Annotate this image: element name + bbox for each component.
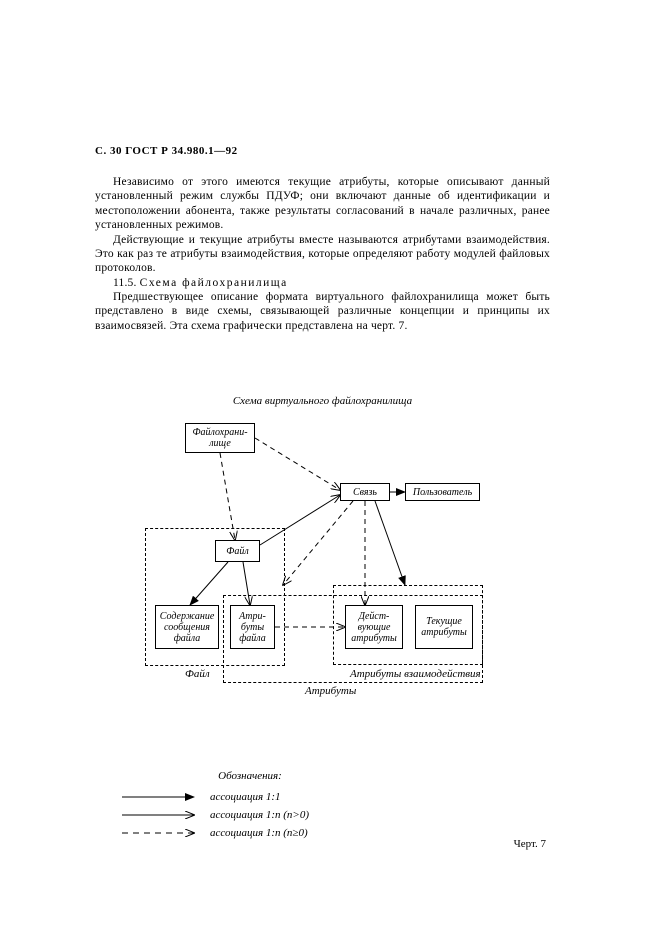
paragraph-2: Действующие и текущие атрибуты вместе на… <box>95 233 550 276</box>
section-title: Схема файлохранилища <box>140 277 288 289</box>
legend-title: Обозначения: <box>120 770 380 782</box>
legend-row-2: ассоциация 1:n (n>0) <box>120 806 380 824</box>
node-file: Файл <box>215 540 260 562</box>
legend-arrow-dashed-open <box>120 826 200 840</box>
page-header: С. 30 ГОСТ Р 34.980.1—92 <box>95 145 238 157</box>
legend-label-2: ассоциация 1:n (n>0) <box>210 809 309 821</box>
node-active: Дейст-вующиеатрибуты <box>345 605 403 649</box>
node-filestore: Файлохрани-лище <box>185 423 255 453</box>
legend-row-3: ассоциация 1:n (n≥0) <box>120 824 380 842</box>
legend-arrow-solid-open <box>120 808 200 822</box>
diagram: Схема виртуального файлохранилища <box>95 395 550 765</box>
section-number: 11.5. <box>113 277 140 289</box>
node-attrs: Атри-бутыфайла <box>230 605 275 649</box>
region-attr-label: Атрибуты <box>305 685 356 697</box>
paragraph-4: Предшествующее описание формата виртуаль… <box>95 290 550 333</box>
figure-label: Черт. 7 <box>514 838 546 850</box>
legend-label-3: ассоциация 1:n (n≥0) <box>210 827 308 839</box>
page: С. 30 ГОСТ Р 34.980.1—92 Независимо от э… <box>0 0 661 935</box>
node-link: Связь <box>340 483 390 501</box>
region-inter-label: Атрибуты взаимодействия <box>350 668 481 680</box>
node-contents: Содержаниесообщенияфайла <box>155 605 219 649</box>
legend-label-1: ассоциация 1:1 <box>210 791 281 803</box>
section-heading: 11.5. Схема файлохранилища <box>95 276 550 290</box>
node-current: Текущиеатрибуты <box>415 605 473 649</box>
legend: Обозначения: ассоциация 1:1 <box>120 770 380 842</box>
body-text: Независимо от этого имеются текущие атри… <box>95 175 550 333</box>
paragraph-1: Независимо от этого имеются текущие атри… <box>95 175 550 233</box>
legend-row-1: ассоциация 1:1 <box>120 788 380 806</box>
legend-arrow-solid <box>120 790 200 804</box>
node-user: Пользователь <box>405 483 480 501</box>
region-file-label: Файл <box>185 668 210 680</box>
